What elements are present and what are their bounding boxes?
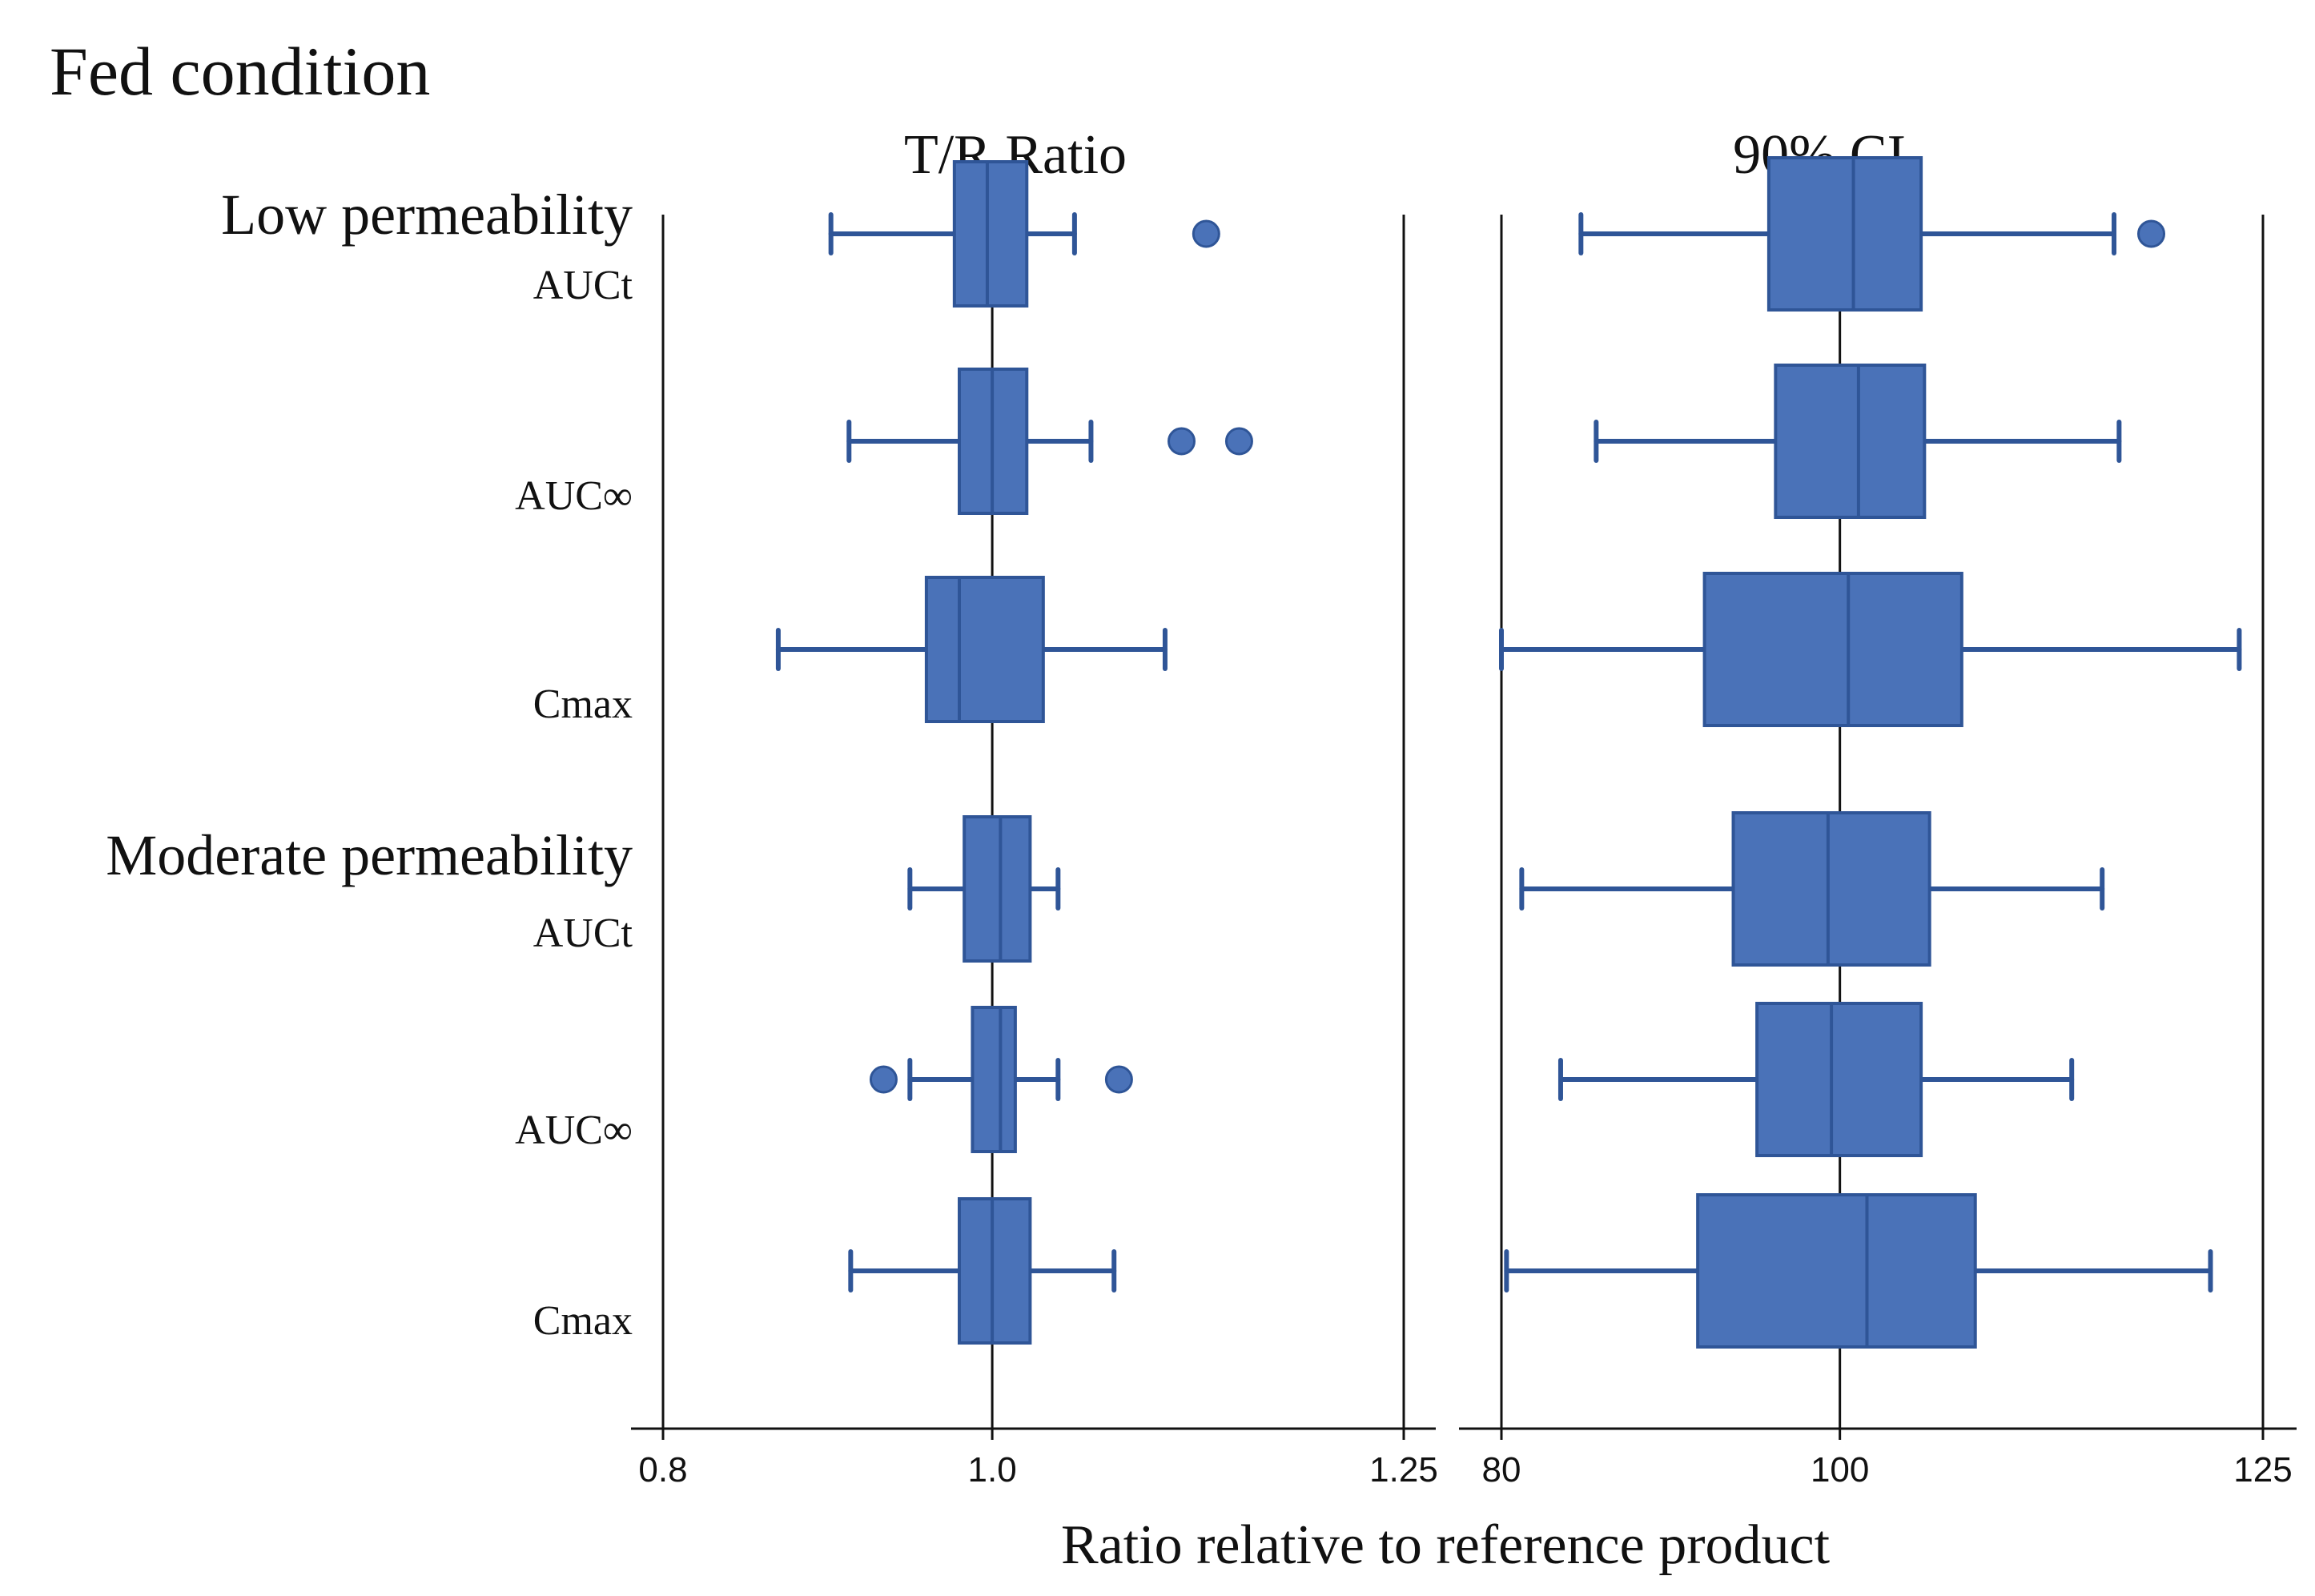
row-label-moderate-cmax: Cmax: [533, 1298, 633, 1344]
t-r-ratio-tick-label-1: 1.0: [968, 1450, 1017, 1489]
t-r-ratio-tick-label-0: 0.8: [638, 1450, 687, 1489]
90-ci-low-permeability-aucinf-box: [1774, 364, 1927, 519]
t-r-ratio-moderate-permeability-aucinf-outlier-0: [869, 1065, 898, 1094]
t-r-ratio-low-permeability-auct-box: [952, 160, 1029, 308]
group-label-moderate-permeability: Moderate permeability: [106, 823, 633, 887]
90-ci-tick-label-1: 100: [1811, 1450, 1869, 1489]
t-r-ratio-moderate-permeability-aucinf-box: [971, 1006, 1017, 1153]
row-label-low-auct: AUCt: [533, 263, 633, 308]
90-ci-tick-label-0: 80: [1482, 1450, 1521, 1489]
left-panel-marks: 0.8 1.0 1.25: [638, 160, 1438, 1489]
90-ci-low-permeability-auct-outlier-0: [2137, 219, 2166, 248]
t-r-ratio-tick-label-2: 1.25: [1369, 1450, 1438, 1489]
row-label-low-aucinf: AUC∞: [515, 473, 633, 519]
group-label-low-permeability: Low permeability: [221, 183, 633, 247]
90-ci-low-permeability-cmax-box: [1702, 572, 1963, 727]
90-ci-tick-label-2: 125: [2233, 1450, 2292, 1489]
t-r-ratio-moderate-permeability-auct-box: [963, 815, 1032, 963]
t-r-ratio-moderate-permeability-cmax-box: [958, 1197, 1032, 1345]
chart-title: Fed condition: [50, 33, 430, 110]
t-r-ratio-low-permeability-auct-outlier-0: [1192, 219, 1220, 248]
x-axis-label: Ratio relative to reference product: [1061, 1514, 1831, 1576]
right-panel-marks: 80 100 125: [1482, 156, 2293, 1489]
t-r-ratio-moderate-permeability-aucinf-outlier-1: [1104, 1065, 1133, 1094]
t-r-ratio-low-permeability-cmax-box: [924, 576, 1045, 723]
90-ci-low-permeability-auct-box: [1766, 156, 1923, 312]
90-ci-moderate-permeability-auct-box: [1731, 811, 1931, 967]
t-r-ratio-low-permeability-aucinf-outlier-1: [1224, 427, 1253, 456]
row-label-moderate-auct: AUCt: [533, 911, 633, 956]
row-label-moderate-aucinf: AUC∞: [515, 1108, 633, 1153]
row-label-low-cmax: Cmax: [533, 681, 633, 727]
t-r-ratio-low-permeability-aucinf-outlier-0: [1168, 427, 1196, 456]
90-ci-moderate-permeability-aucinf-box: [1755, 1002, 1923, 1157]
90-ci-moderate-permeability-cmax-box: [1696, 1193, 1977, 1349]
